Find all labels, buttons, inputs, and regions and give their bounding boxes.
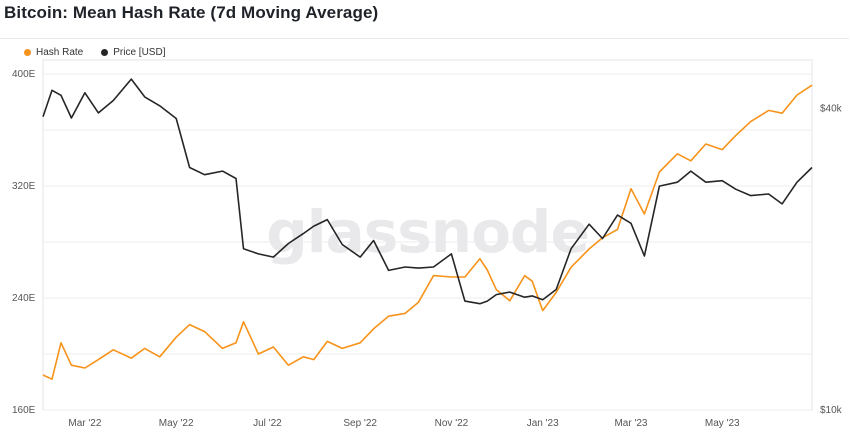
y-left-tick-label: 160E bbox=[12, 405, 36, 416]
legend-item-hash-rate[interactable]: Hash Rate bbox=[24, 47, 83, 58]
legend-dot-hash-rate bbox=[24, 49, 31, 56]
chart-card bbox=[0, 38, 849, 438]
x-tick-label: Mar '23 bbox=[614, 418, 647, 429]
series-line-hash-rate bbox=[42, 84, 813, 380]
x-tick-label: Jul '22 bbox=[253, 418, 282, 429]
y-right-tick-label: $40k bbox=[820, 104, 843, 115]
x-tick-label: Jan '23 bbox=[527, 418, 559, 429]
y-left-tick-label: 240E bbox=[12, 293, 36, 304]
y-right-tick-label: $10k bbox=[820, 405, 843, 416]
legend-item-price[interactable]: Price [USD] bbox=[101, 47, 165, 58]
y-left-tick-label: 400E bbox=[12, 69, 36, 80]
legend-dot-price bbox=[101, 49, 109, 56]
chart-title: Bitcoin: Mean Hash Rate (7d Moving Avera… bbox=[4, 3, 379, 22]
x-tick-label: Mar '22 bbox=[68, 418, 101, 429]
x-tick-label: May '23 bbox=[705, 418, 740, 429]
watermark-glassnode: glassnode bbox=[266, 198, 589, 266]
legend: Hash Rate Price [USD] bbox=[24, 47, 165, 58]
y-left-tick-label: 320E bbox=[12, 181, 36, 192]
x-tick-label: Nov '22 bbox=[435, 418, 469, 429]
series-line-price bbox=[42, 78, 813, 305]
legend-label-hash-rate: Hash Rate bbox=[36, 47, 84, 58]
x-tick-label: May '22 bbox=[159, 418, 194, 429]
legend-label-price: Price [USD] bbox=[113, 47, 166, 58]
x-tick-label: Sep '22 bbox=[343, 418, 377, 429]
